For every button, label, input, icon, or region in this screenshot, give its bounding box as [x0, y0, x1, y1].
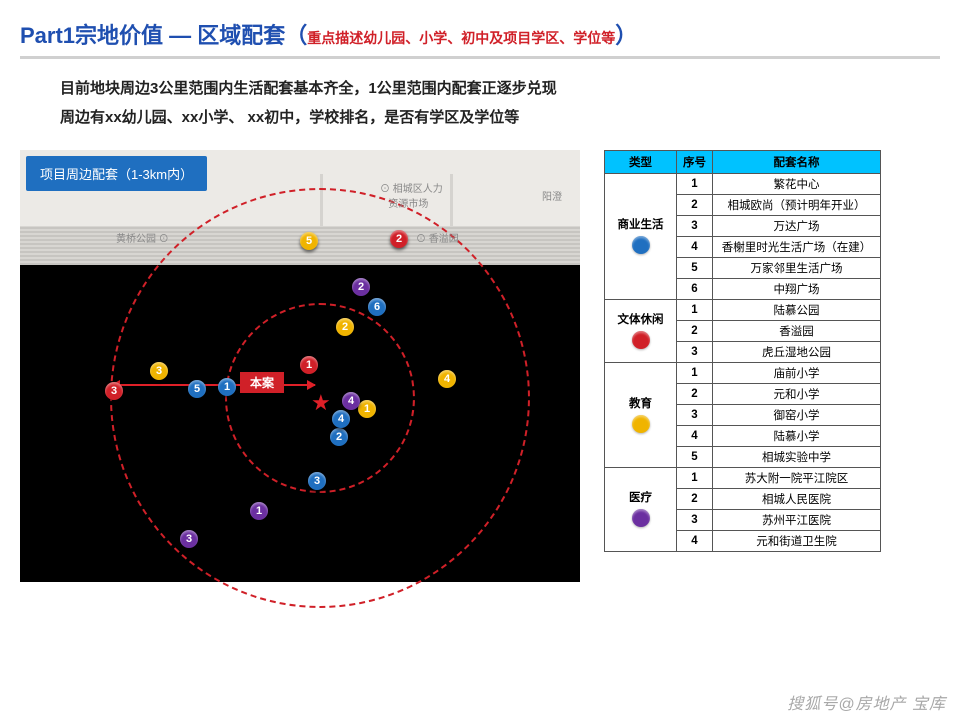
table-row: 文体休闲1陆慕公园: [605, 300, 881, 321]
category-cell: 文体休闲: [605, 300, 677, 363]
category-dot-icon: [632, 331, 650, 349]
category-cell: 商业生活: [605, 174, 677, 300]
row-name: 繁花中心: [713, 174, 881, 195]
desc-line-1: 目前地块周边3公里范围内生活配套基本齐全，1公里范围内配套正逐步兑现: [60, 75, 940, 104]
row-index: 1: [677, 174, 713, 195]
map-marker: 6: [368, 298, 386, 316]
map-bg-label: 阳澄: [542, 188, 562, 203]
row-name: 庙前小学: [713, 363, 881, 384]
map-marker: 1: [300, 356, 318, 374]
row-index: 2: [677, 321, 713, 342]
map-marker: 1: [250, 502, 268, 520]
title-close: ）: [615, 23, 637, 48]
row-name: 万家邻里生活广场: [713, 258, 881, 279]
category-label: 商业生活: [611, 216, 670, 232]
description-block: 目前地块周边3公里范围内生活配套基本齐全，1公里范围内配套正逐步兑现 周边有xx…: [60, 75, 940, 132]
map-marker: 1: [218, 378, 236, 396]
map-road: [450, 174, 453, 226]
category-cell: 医疗: [605, 468, 677, 552]
th-type: 类型: [605, 151, 677, 174]
row-index: 5: [677, 447, 713, 468]
row-name: 万达广场: [713, 216, 881, 237]
desc-line-2: 周边有xx幼儿园、xx小学、 xx初中，学校排名，是否有学区及学位等: [60, 104, 940, 133]
row-name: 元和小学: [713, 384, 881, 405]
project-star-icon: ★: [311, 392, 331, 414]
map-marker: 1: [358, 400, 376, 418]
row-name: 元和街道卫生院: [713, 531, 881, 552]
row-index: 6: [677, 279, 713, 300]
row-name: 御窑小学: [713, 405, 881, 426]
row-name: 陆慕公园: [713, 300, 881, 321]
row-index: 4: [677, 237, 713, 258]
row-index: 1: [677, 468, 713, 489]
map-marker: 5: [188, 380, 206, 398]
row-index: 2: [677, 489, 713, 510]
row-index: 3: [677, 510, 713, 531]
map-marker: 2: [352, 278, 370, 296]
row-index: 4: [677, 426, 713, 447]
amenity-table: 类型 序号 配套名称 商业生活1繁花中心2相城欧尚（预计明年开业）3万达广场4香…: [604, 150, 881, 552]
row-name: 相城人民医院: [713, 489, 881, 510]
category-cell: 教育: [605, 363, 677, 468]
th-name: 配套名称: [713, 151, 881, 174]
category-dot-icon: [632, 415, 650, 433]
category-label: 教育: [611, 395, 670, 411]
page-title: Part1宗地价值 — 区域配套（重点描述幼儿园、小学、初中及项目学区、学位等）: [20, 18, 940, 59]
table-row: 医疗1苏大附一院平江院区: [605, 468, 881, 489]
category-label: 文体休闲: [611, 311, 670, 327]
radius-arrow: [112, 384, 315, 386]
row-index: 1: [677, 363, 713, 384]
category-dot-icon: [632, 236, 650, 254]
row-index: 5: [677, 258, 713, 279]
th-index: 序号: [677, 151, 713, 174]
map-marker: 2: [336, 318, 354, 336]
title-sub: 重点描述幼儿园、小学、初中及项目学区、学位等: [307, 30, 615, 46]
row-name: 陆慕小学: [713, 426, 881, 447]
map-marker: 3: [150, 362, 168, 380]
map-panel: 项目周边配套（1-3km内） 本案 ★ 黄桥公园 ⊙ ⊙ 相城区人力 资源市场 ⊙ 香溢…: [20, 150, 580, 582]
map-marker: 4: [438, 370, 456, 388]
map-bg-label: ⊙ 香溢园: [416, 230, 459, 245]
category-dot-icon: [632, 509, 650, 527]
map-marker: 3: [180, 530, 198, 548]
row-index: 2: [677, 384, 713, 405]
map-marker: 5: [300, 232, 318, 250]
row-index: 3: [677, 405, 713, 426]
row-index: 1: [677, 300, 713, 321]
table-row: 教育1庙前小学: [605, 363, 881, 384]
row-index: 3: [677, 216, 713, 237]
row-index: 4: [677, 531, 713, 552]
map-bg-label: ⊙ 相城区人力 资源市场: [380, 180, 443, 210]
map-marker: 2: [330, 428, 348, 446]
map-marker: 3: [105, 382, 123, 400]
row-name: 香溢园: [713, 321, 881, 342]
map-bg-label: 黄桥公园 ⊙: [116, 230, 169, 245]
map-marker: 3: [308, 472, 326, 490]
row-index: 3: [677, 342, 713, 363]
map-badge: 项目周边配套（1-3km内）: [26, 156, 207, 191]
table-row: 商业生活1繁花中心: [605, 174, 881, 195]
row-name: 相城实验中学: [713, 447, 881, 468]
map-marker: 4: [342, 392, 360, 410]
project-label: 本案: [240, 372, 284, 393]
row-name: 相城欧尚（预计明年开业）: [713, 195, 881, 216]
row-name: 中翔广场: [713, 279, 881, 300]
row-index: 2: [677, 195, 713, 216]
row-name: 香榭里时光生活广场（在建）: [713, 237, 881, 258]
category-label: 医疗: [611, 489, 670, 505]
title-main: Part1宗地价值 — 区域配套（: [20, 23, 307, 48]
map-marker: 4: [332, 410, 350, 428]
row-name: 苏大附一院平江院区: [713, 468, 881, 489]
map-marker: 2: [390, 230, 408, 248]
watermark: 搜狐号@房地产 宝库: [787, 690, 946, 714]
row-name: 虎丘湿地公园: [713, 342, 881, 363]
row-name: 苏州平江医院: [713, 510, 881, 531]
